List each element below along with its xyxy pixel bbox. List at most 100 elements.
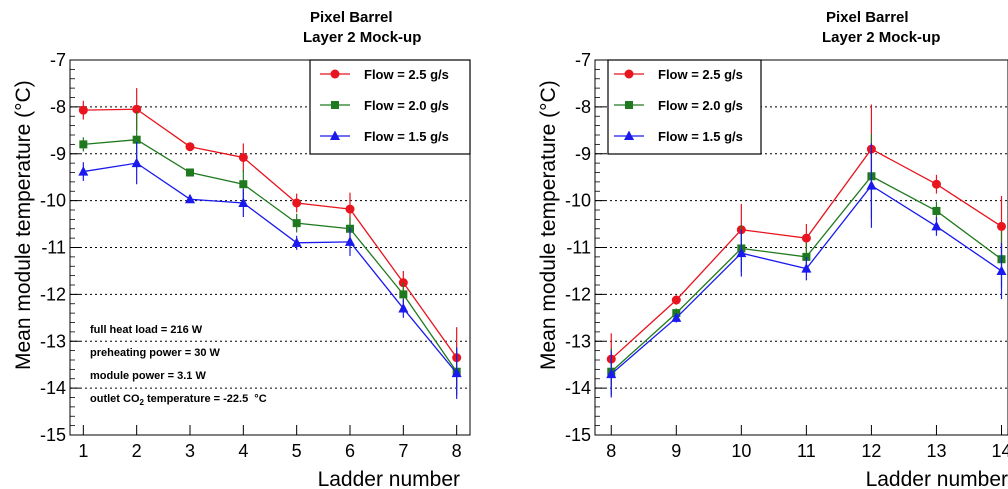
data-point <box>132 135 141 144</box>
annotation-outlet-temp-suffix: temperature = -22.5 °C <box>144 393 267 405</box>
data-point <box>78 105 88 115</box>
legend-marker <box>330 69 340 79</box>
y-tick-label: -7 <box>575 50 591 70</box>
x-tick-label: 8 <box>606 441 616 461</box>
chart-right-title: Pixel Barrel <box>826 9 909 26</box>
x-tick-label: 9 <box>671 441 681 461</box>
chart-left-subtitle: Layer 2 Mock-up <box>303 29 421 46</box>
x-tick-label: 10 <box>731 441 751 461</box>
data-point <box>671 312 682 322</box>
data-point <box>185 193 195 204</box>
y-tick-label: -12 <box>565 284 591 304</box>
annotation-outlet-temp-subscript: 2 <box>140 398 145 407</box>
annotation-heat-load: full heat load = 216 W <box>90 324 203 336</box>
legend-label: Flow = 2.5 g/s <box>658 67 743 82</box>
chart-right-xlabel: Ladder number <box>866 468 1008 489</box>
data-point <box>606 368 617 379</box>
y-tick-label: -8 <box>575 97 591 117</box>
data-point <box>345 204 355 214</box>
y-tick-label: -14 <box>565 378 591 398</box>
y-tick-label: -10 <box>40 191 66 211</box>
annotation-outlet-temp: outlet CO2 temperature = -22.5 °C <box>90 393 267 407</box>
annotation-preheating-power: preheating power = 30 W <box>90 347 221 359</box>
x-tick-label: 8 <box>452 441 462 461</box>
y-tick-label: -13 <box>565 331 591 351</box>
series-triangle <box>606 143 1007 398</box>
chart-left-axis-ticks: -15 -14 -13 -12 -11 -10 -9 -8 -7 1 2 3 4 5 6 7 8 <box>40 50 462 461</box>
y-tick-label: -8 <box>50 97 66 117</box>
data-point <box>132 104 142 114</box>
data-point <box>79 140 88 149</box>
data-point <box>736 247 747 258</box>
data-point <box>186 168 194 177</box>
x-tick-label: 6 <box>345 441 355 461</box>
x-tick-label: 14 <box>991 441 1008 461</box>
chart-left: Pixel Barrel Layer 2 Mock-up -15-14-13-1… <box>12 9 471 489</box>
y-tick-label: -12 <box>40 284 66 304</box>
data-point <box>801 263 812 273</box>
data-point <box>996 221 1006 231</box>
chart-left-legend: Flow = 2.5 g/s Flow = 2.0 g/s Flow = 1.5 g… <box>309 59 471 155</box>
data-point <box>932 206 941 215</box>
legend-marker <box>331 101 339 109</box>
data-point <box>238 153 248 162</box>
legend-marker <box>330 130 340 140</box>
legend-label: Flow = 2.0 g/s <box>658 98 743 113</box>
data-point <box>398 302 409 313</box>
chart-right-ylabel: Mean module temperature (°C) <box>537 80 560 370</box>
chart-left-title: Pixel Barrel <box>310 9 393 26</box>
x-tick-label: 1 <box>78 441 88 461</box>
y-tick-label: -7 <box>50 50 66 70</box>
chart-right: Pixel Barrel Layer 2 Mock-up -15 -14 -13 -1… <box>537 9 1008 489</box>
series-line <box>83 108 458 359</box>
y-tick-label: -10 <box>565 191 591 211</box>
data-point <box>399 290 408 299</box>
data-point <box>292 219 301 228</box>
chart-right-series <box>606 104 1007 398</box>
x-tick-label: 12 <box>861 441 881 461</box>
x-tick-label: 13 <box>926 441 946 461</box>
legend-marker <box>624 69 634 79</box>
chart-right-subtitle: Layer 2 Mock-up <box>822 29 940 46</box>
series-line <box>83 162 458 374</box>
y-tick-label: -13 <box>40 331 66 351</box>
legend-label: Flow = 1.5 g/s <box>658 129 743 144</box>
data-point <box>996 265 1007 275</box>
chart-left-annotations: full heat load = 216 W preheating power … <box>90 324 267 407</box>
annotation-module-power: module power = 3.1 W <box>90 370 206 382</box>
y-tick-label: -9 <box>50 144 66 164</box>
legend-label: Flow = 2.0 g/s <box>364 98 449 113</box>
data-point <box>931 179 941 189</box>
chart-left-ylabel: Mean module temperature (°C) <box>12 80 35 370</box>
chart-right-axis-ticks: -15 -14 -13 -12 -11 -10 -9 -8 -7 8 9 10 11 12 13 14 <box>565 50 1008 461</box>
y-tick-label: -11 <box>41 238 66 258</box>
y-tick-label: -15 <box>565 425 591 445</box>
data-point <box>131 157 142 168</box>
x-tick-label: 2 <box>132 441 142 461</box>
x-tick-label: 4 <box>238 441 248 461</box>
chart-right-legend: Flow = 2.5 g/s Flow = 2.0 g/s Flow = 1.5 g… <box>607 59 762 155</box>
data-point <box>931 220 942 231</box>
x-tick-label: 3 <box>185 441 195 461</box>
series-circle <box>78 88 462 389</box>
series-triangle <box>78 142 462 399</box>
data-point <box>671 295 681 305</box>
data-point <box>238 197 249 207</box>
legend-label: Flow = 2.5 g/s <box>364 67 449 82</box>
data-point <box>185 142 195 152</box>
legend-marker <box>624 130 634 140</box>
data-point <box>239 180 248 189</box>
x-tick-label: 5 <box>292 441 302 461</box>
data-point <box>866 180 877 190</box>
y-tick-label: -9 <box>575 144 591 164</box>
data-point <box>801 233 811 243</box>
data-point <box>451 367 462 378</box>
annotation-outlet-temp-prefix: outlet CO <box>90 393 140 405</box>
y-tick-label: -15 <box>40 425 66 445</box>
x-tick-label: 7 <box>398 441 408 461</box>
legend-label: Flow = 1.5 g/s <box>364 129 449 144</box>
chart-left-xlabel: Ladder number <box>318 468 460 489</box>
data-point <box>292 198 302 208</box>
x-tick-label: 11 <box>797 441 816 461</box>
